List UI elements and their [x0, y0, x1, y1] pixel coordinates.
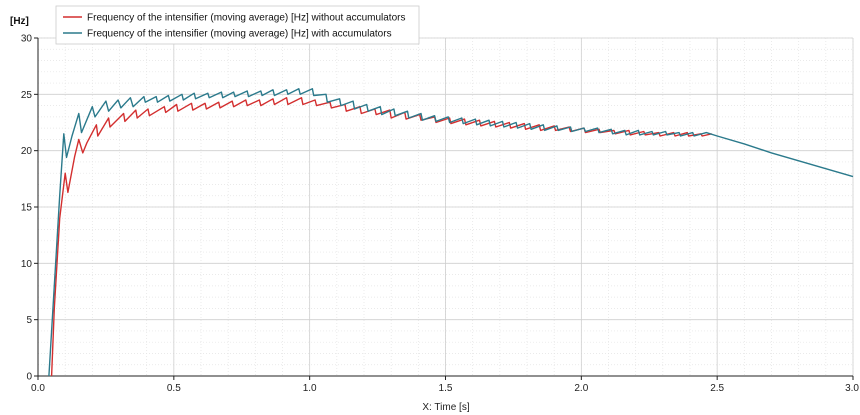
series-group	[48, 87, 854, 377]
legend: Frequency of the intensifier (moving ave…	[55, 5, 420, 45]
x-tick-label: 0.0	[31, 383, 45, 394]
x-tick-label: 3.0	[845, 383, 859, 394]
y-axis-unit-label: [Hz]	[10, 16, 29, 27]
axes: 0 5 10 15 20 25 30 0.0 0.5 1.0 1.5 2.0 2.5 3.0	[21, 34, 860, 395]
x-tick-label: 2.0	[574, 383, 588, 394]
legend-box	[55, 5, 420, 45]
y-tick-label: 25	[21, 90, 33, 101]
x-tick-label: 1.5	[439, 383, 453, 394]
y-tick-label: 5	[26, 315, 32, 326]
y-tick-label: 20	[21, 146, 33, 157]
y-tick-label: 30	[21, 34, 33, 45]
x-axis-title: X: Time [s]	[422, 402, 469, 413]
legend-label-without-accumulators: Frequency of the intensifier (moving ave…	[87, 13, 405, 24]
legend-label-with-accumulators: Frequency of the intensifier (moving ave…	[87, 29, 392, 40]
x-tick-label: 0.5	[167, 383, 181, 394]
series-line-with-accumulators	[48, 87, 854, 377]
y-tick-label: 15	[21, 203, 33, 214]
series-line-without-accumulators	[50, 96, 712, 377]
y-tick-label: 10	[21, 259, 33, 270]
x-tick-label: 2.5	[710, 383, 724, 394]
grid	[37, 37, 854, 377]
x-tick-label: 1.0	[303, 383, 317, 394]
y-tick-label: 0	[26, 372, 32, 383]
